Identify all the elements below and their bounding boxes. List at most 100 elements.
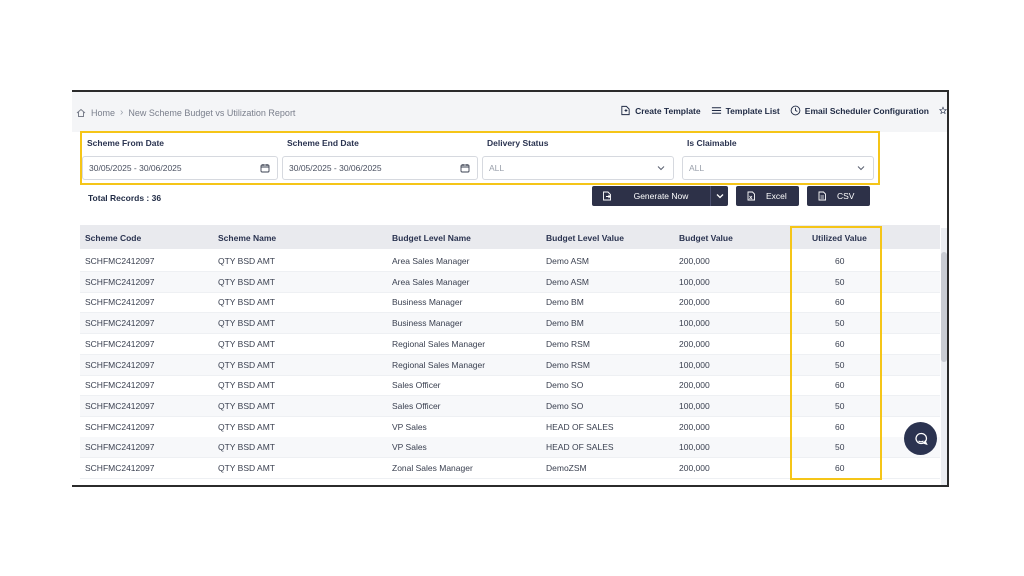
cell-scheme-name: QTY BSD AMT	[218, 442, 275, 453]
report-window: Home › New Scheme Budget vs Utilization …	[72, 90, 949, 487]
top-bar: Home › New Scheme Budget vs Utilization …	[72, 92, 947, 132]
cell-budget-level-value: HEAD OF SALES	[546, 442, 614, 453]
cell-budget-level-name: Business Manager	[392, 297, 463, 308]
cell-budget-level-name: Regional Sales Manager	[392, 338, 486, 349]
cell-budget-level-value: Demo SO	[546, 400, 584, 411]
breadcrumb-home[interactable]: Home	[91, 107, 116, 118]
cell-budget-value: 100,000	[679, 400, 710, 411]
table-row[interactable]: SCHFMC2412097 QTY BSD AMT Business Manager…	[80, 292, 940, 314]
table-row[interactable]: SCHFMC2412097 QTY BSD AMT Sales Officer Dem…	[80, 375, 940, 397]
email-scheduler-label: Email Scheduler Configuration	[804, 105, 929, 116]
is-claimable-value: ALL	[689, 163, 705, 173]
cell-budget-level-value: Demo RSM	[546, 338, 590, 349]
cell-budget-level-name: Area Sales Manager	[392, 276, 470, 287]
generate-now-button[interactable]: Generate Now	[592, 186, 728, 206]
table-row[interactable]: SCHFMC2412097 QTY BSD AMT VP Sales HEAD OF …	[80, 437, 940, 459]
delivery-status-select[interactable]: ALL	[482, 156, 674, 180]
excel-button[interactable]: Excel	[736, 186, 799, 206]
cell-utilized-value: 60	[835, 421, 845, 432]
is-claimable-select[interactable]: ALL	[682, 156, 874, 180]
table-row[interactable]: SCHFMC2412097 QTY BSD AMT VP Sales HEAD OF …	[80, 417, 940, 438]
cell-budget-level-name: Business Manager	[392, 318, 463, 329]
chat-button[interactable]	[904, 422, 937, 455]
cell-budget-value: 100,000	[679, 276, 710, 287]
excel-icon	[747, 191, 755, 201]
table-row[interactable]: SCHFMC2412097 QTY BSD AMT Business Manager…	[80, 313, 940, 335]
col-budget-value[interactable]: Budget Value	[679, 233, 733, 243]
delivery-status-value: ALL	[489, 163, 505, 173]
calendar-icon[interactable]	[260, 163, 270, 173]
calendar-icon[interactable]	[460, 163, 470, 173]
cell-scheme-name: QTY BSD AMT	[218, 276, 275, 287]
cell-budget-level-name: Sales Officer	[392, 380, 441, 391]
cell-utilized-value: 60	[835, 297, 845, 308]
cell-budget-level-name: Area Sales Manager	[392, 256, 470, 266]
cell-budget-level-value: Demo SO	[546, 380, 584, 391]
scheme-end-date-label: Scheme End Date	[287, 138, 359, 148]
cell-utilized-value: 60	[835, 256, 845, 266]
cell-scheme-name: QTY BSD AMT	[218, 297, 275, 308]
table-row[interactable]: SCHFMC2412097 QTY BSD AMT Regional Sales M…	[80, 354, 940, 376]
is-claimable-label: Is Claimable	[687, 138, 737, 148]
cell-scheme-name: QTY BSD AMT	[218, 421, 275, 432]
table-row[interactable]: SCHFMC2412097 QTY BSD AMT Area Sales Manag…	[80, 251, 940, 272]
home-icon[interactable]	[76, 108, 86, 118]
chevron-down-icon	[716, 194, 723, 199]
cell-budget-level-value: Demo ASM	[546, 256, 589, 266]
cell-budget-value: 200,000	[679, 380, 710, 391]
breadcrumb-current: New Scheme Budget vs Utilization Report	[128, 107, 296, 118]
table-row[interactable]: SCHFMC2412097 QTY BSD AMT Sales Officer Dem…	[80, 395, 940, 417]
col-budget-level-value[interactable]: Budget Level Value	[546, 233, 624, 243]
template-list-label: Template List	[725, 105, 780, 116]
chevron-down-icon	[856, 163, 866, 173]
favorite-button[interactable]	[939, 105, 947, 116]
table-header: Scheme Code Scheme Name Budget Level Nam…	[80, 225, 940, 249]
cell-scheme-code: SCHFMC2412097	[85, 380, 155, 391]
scheme-from-date-group: Scheme From Date 30/05/2025 - 30/06/2025	[82, 138, 278, 180]
col-scheme-code[interactable]: Scheme Code	[85, 233, 142, 243]
csv-icon	[818, 191, 826, 201]
cell-budget-level-name: Regional Sales Manager	[392, 359, 486, 370]
scheme-end-date-value: 30/05/2025 - 30/06/2025	[289, 163, 382, 173]
star-icon	[939, 106, 947, 115]
table-row[interactable]: SCHFMC2412097 QTY BSD AMT Regional Sales M…	[80, 334, 940, 355]
scheme-from-date-field[interactable]: 30/05/2025 - 30/06/2025	[82, 156, 278, 180]
scheme-end-date-field[interactable]: 30/05/2025 - 30/06/2025	[282, 156, 478, 180]
cell-scheme-name: QTY BSD AMT	[218, 256, 275, 266]
create-template-label: Create Template	[635, 105, 701, 116]
chat-icon	[914, 432, 928, 445]
cell-scheme-code: SCHFMC2412097	[85, 256, 155, 266]
cell-utilized-value: 50	[835, 442, 845, 453]
table-row[interactable]: SCHFMC2412097 QTY BSD AMT Zonal Sales Mana…	[80, 458, 940, 479]
cell-scheme-code: SCHFMC2412097	[85, 359, 155, 370]
col-utilized-value[interactable]: Utilized Value	[812, 233, 867, 243]
table-row[interactable]: SCHFMC2412097 QTY BSD AMT Area Sales Manag…	[80, 271, 940, 293]
cell-budget-level-name: VP Sales	[392, 442, 427, 453]
cell-scheme-name: QTY BSD AMT	[218, 463, 275, 473]
generate-now-label: Generate Now	[633, 191, 689, 201]
cell-budget-value: 100,000	[679, 318, 710, 329]
email-scheduler-button[interactable]: Email Scheduler Configuration	[790, 105, 929, 116]
create-template-button[interactable]: Create Template	[620, 105, 701, 116]
scheme-from-date-label: Scheme From Date	[87, 138, 164, 148]
cell-budget-level-value: HEAD OF SALES	[546, 421, 614, 432]
cell-scheme-name: QTY BSD AMT	[218, 400, 275, 411]
cell-budget-level-value: DemoZSM	[546, 463, 587, 473]
cell-utilized-value: 50	[835, 359, 845, 370]
scrollbar-thumb[interactable]	[941, 252, 947, 362]
cell-scheme-code: SCHFMC2412097	[85, 338, 155, 349]
col-scheme-name[interactable]: Scheme Name	[218, 233, 277, 243]
cell-budget-value: 200,000	[679, 463, 710, 473]
total-records: Total Records : 36	[88, 193, 162, 203]
col-budget-level-name[interactable]: Budget Level Name	[392, 233, 471, 243]
cell-budget-value: 200,000	[679, 256, 710, 266]
cell-utilized-value: 50	[835, 318, 845, 329]
cell-scheme-name: QTY BSD AMT	[218, 359, 275, 370]
template-list-button[interactable]: Template List	[711, 105, 780, 116]
cell-scheme-name: QTY BSD AMT	[218, 380, 275, 391]
cell-budget-value: 100,000	[679, 359, 710, 370]
cell-budget-level-value: Demo BM	[546, 297, 584, 308]
csv-button[interactable]: CSV	[807, 186, 870, 206]
excel-label: Excel	[766, 191, 787, 201]
generate-dropdown-toggle[interactable]	[710, 186, 728, 206]
